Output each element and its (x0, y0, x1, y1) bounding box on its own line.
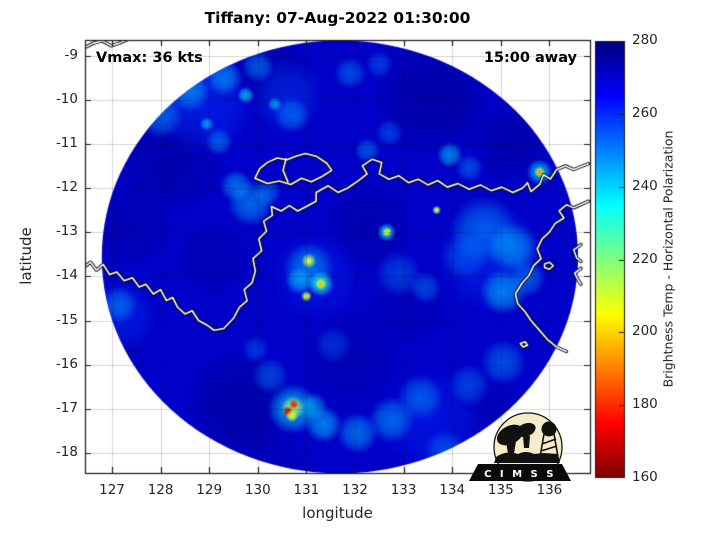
y-tick-label: -14 (55, 267, 78, 284)
x-tick-label: 130 (244, 482, 271, 498)
colorbar-tick-label: 240 (632, 177, 658, 194)
vmax-overlay: Vmax: 36 kts (96, 50, 203, 66)
x-tick-label: 133 (390, 482, 417, 498)
logo-banner (469, 464, 571, 481)
y-tick-label: -17 (55, 399, 78, 416)
x-tick-label: 128 (147, 482, 174, 498)
x-tick-label: 129 (196, 482, 223, 498)
y-tick-label: -18 (55, 444, 78, 461)
water-tower-tank (541, 421, 557, 437)
plot-title: Tiffany: 07-Aug-2022 01:30:00 (204, 9, 471, 27)
y-axis-label: latitude (17, 227, 35, 285)
y-tick-label: -12 (55, 179, 78, 195)
colorbar-tick-label: 200 (632, 323, 658, 340)
x-tick-label: 136 (536, 482, 563, 498)
y-tick-label: -16 (55, 355, 78, 372)
approach-time-overlay: 15:00 away (483, 50, 577, 66)
y-tick-label: -11 (55, 134, 78, 151)
x-tick-label: 127 (99, 482, 125, 498)
y-tick-label: -13 (55, 223, 78, 240)
y-tick-label: -10 (55, 90, 78, 107)
x-tick-label: 132 (342, 482, 368, 498)
satellite-dish-icon (496, 422, 536, 454)
x-tick-label: 131 (293, 482, 320, 498)
y-tick-label: -9 (64, 46, 78, 63)
x-tick-label: 134 (439, 482, 466, 498)
colorbar-tick-label: 180 (632, 396, 658, 413)
x-tick-label: 135 (487, 482, 514, 498)
colorbar-tick-label: 220 (632, 250, 658, 267)
water-tower-icon (539, 433, 559, 458)
colorbar-tick-label: 260 (632, 104, 658, 121)
y-tick-label: -15 (55, 311, 78, 328)
colorbar-tick-label: 280 (632, 32, 658, 48)
colorbar-tick-label: 160 (632, 469, 658, 485)
cimss-logo-text: C I M S S (484, 469, 556, 480)
cimss-logo: C I M S S (469, 412, 571, 482)
x-axis-label: longitude (302, 504, 373, 522)
logo-ground (494, 452, 560, 463)
